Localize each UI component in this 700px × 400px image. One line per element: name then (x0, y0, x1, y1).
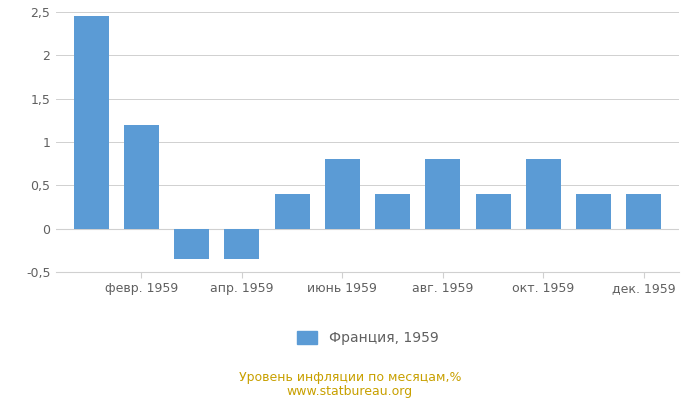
Bar (325, 159, 360, 229)
Bar (224, 229, 260, 259)
Bar (124, 125, 159, 229)
Bar (526, 159, 561, 229)
Bar (375, 194, 410, 229)
Text: Уровень инфляции по месяцам,%: Уровень инфляции по месяцам,% (239, 372, 461, 384)
Bar (74, 16, 108, 229)
Bar (626, 194, 662, 229)
Bar (475, 194, 511, 229)
Bar (426, 159, 461, 229)
Bar (174, 229, 209, 259)
Text: www.statbureau.org: www.statbureau.org (287, 386, 413, 398)
Bar (274, 194, 309, 229)
Bar (576, 194, 611, 229)
Legend: Франция, 1959: Франция, 1959 (291, 326, 444, 351)
